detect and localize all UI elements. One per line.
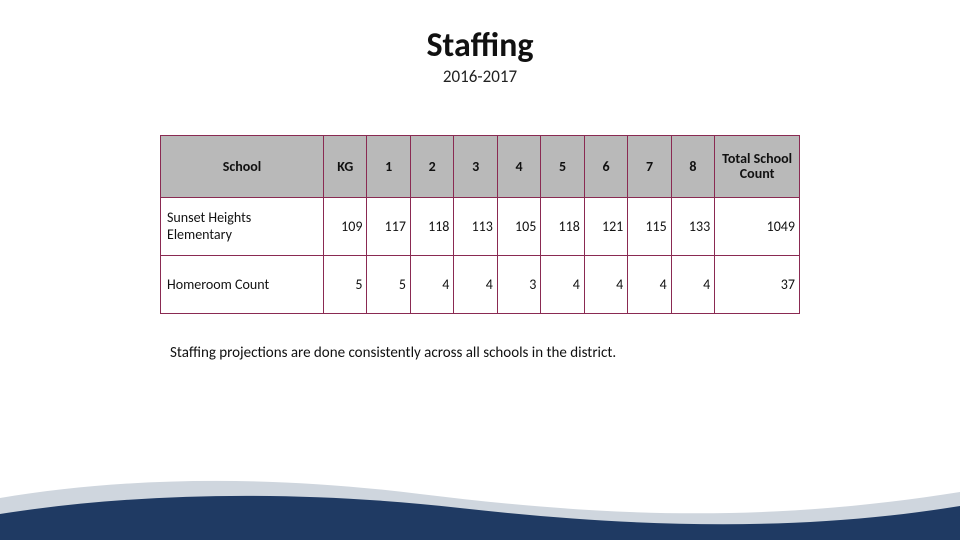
col-header-grade: 1 xyxy=(367,135,410,197)
cell-value: 5 xyxy=(367,255,410,313)
cell-value: 133 xyxy=(671,197,714,255)
col-header-grade: 4 xyxy=(497,135,540,197)
col-header-grade: 7 xyxy=(628,135,671,197)
table-row: Sunset Heights Elementary 109 117 118 11… xyxy=(161,197,800,255)
col-header-school: School xyxy=(161,135,324,197)
cell-value: 4 xyxy=(410,255,453,313)
staffing-table: School KG 1 2 3 4 5 6 7 8 Total School C… xyxy=(160,135,800,314)
cell-value: 109 xyxy=(324,197,367,255)
col-header-grade: 6 xyxy=(584,135,627,197)
staffing-table-container: School KG 1 2 3 4 5 6 7 8 Total School C… xyxy=(160,135,800,314)
col-header-grade: 2 xyxy=(410,135,453,197)
cell-value: 4 xyxy=(671,255,714,313)
cell-total: 37 xyxy=(715,255,800,313)
cell-value: 113 xyxy=(454,197,497,255)
row-label: Sunset Heights Elementary xyxy=(161,197,324,255)
wave-bottom xyxy=(0,496,960,540)
page-title: Staffing xyxy=(0,28,960,64)
table-row: Homeroom Count 5 5 4 4 3 4 4 4 4 37 xyxy=(161,255,800,313)
decorative-wave xyxy=(0,470,960,540)
cell-value: 118 xyxy=(410,197,453,255)
cell-value: 4 xyxy=(628,255,671,313)
cell-value: 121 xyxy=(584,197,627,255)
cell-value: 117 xyxy=(367,197,410,255)
row-label: Homeroom Count xyxy=(161,255,324,313)
col-header-grade: KG xyxy=(324,135,367,197)
cell-value: 5 xyxy=(324,255,367,313)
cell-value: 3 xyxy=(497,255,540,313)
col-header-total: Total School Count xyxy=(715,135,800,197)
cell-value: 4 xyxy=(541,255,584,313)
col-header-grade: 5 xyxy=(541,135,584,197)
cell-value: 118 xyxy=(541,197,584,255)
cell-value: 105 xyxy=(497,197,540,255)
footnote-text: Staffing projections are done consistent… xyxy=(170,344,960,362)
cell-total: 1049 xyxy=(715,197,800,255)
slide: Staffing 2016-2017 School KG 1 2 3 4 5 xyxy=(0,0,960,540)
wave-top xyxy=(0,481,960,540)
cell-value: 4 xyxy=(454,255,497,313)
cell-value: 4 xyxy=(584,255,627,313)
cell-value: 115 xyxy=(628,197,671,255)
col-header-grade: 3 xyxy=(454,135,497,197)
col-header-grade: 8 xyxy=(671,135,714,197)
page-subtitle: 2016-2017 xyxy=(0,66,960,87)
table-header-row: School KG 1 2 3 4 5 6 7 8 Total School C… xyxy=(161,135,800,197)
